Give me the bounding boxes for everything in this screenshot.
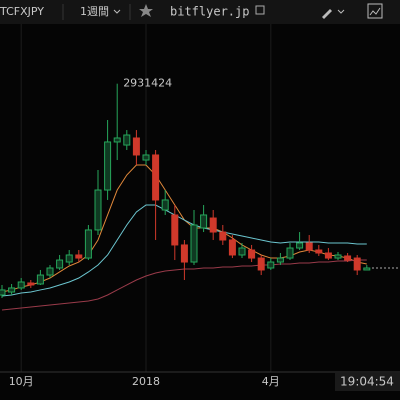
candle-body <box>296 242 304 249</box>
candle-body <box>315 249 323 254</box>
symbol[interactable]: TCFXJPY <box>0 5 44 18</box>
candle-body <box>142 154 150 161</box>
x-tick-label: 2018 <box>132 375 160 388</box>
star-icon[interactable] <box>139 4 153 17</box>
candle-body <box>84 229 92 259</box>
candle-body <box>104 141 112 191</box>
candle-body <box>257 257 265 271</box>
candle-body <box>334 254 342 259</box>
candle-body <box>161 199 169 211</box>
candle-body <box>180 244 188 263</box>
moving-average <box>1 204 367 297</box>
candle-body <box>8 287 16 293</box>
candle-body <box>267 261 275 269</box>
candle-body <box>46 267 54 276</box>
x-tick-label: 4月 <box>262 375 280 388</box>
candle-body <box>209 217 217 233</box>
candle-body <box>152 154 160 201</box>
high-label: 2931424 <box>123 77 172 90</box>
candle-body <box>17 281 25 289</box>
candle-body <box>0 289 6 296</box>
chart-icon[interactable] <box>367 3 383 19</box>
interval[interactable]: 1週間 <box>80 5 109 18</box>
chart-icon-line <box>369 7 381 16</box>
dropdown-icon[interactable] <box>113 9 121 14</box>
candle-body <box>344 255 352 261</box>
candle-body <box>27 282 35 286</box>
source[interactable]: bitflyer.jp <box>170 5 249 19</box>
toolbar <box>0 0 400 24</box>
dropdown-icon[interactable] <box>337 9 345 14</box>
external-icon[interactable] <box>255 5 265 15</box>
candle-body <box>75 254 83 259</box>
countdown: 19:04:54 <box>340 375 394 389</box>
candle-body <box>286 247 294 259</box>
candle-body <box>171 214 179 246</box>
candle-body <box>190 224 198 263</box>
candle-body <box>94 189 102 231</box>
candle-body <box>123 134 131 146</box>
candle-body <box>219 231 227 241</box>
candle-body <box>228 239 236 256</box>
candle-body <box>132 137 140 156</box>
candle-body <box>305 242 313 251</box>
candle-body <box>363 267 371 271</box>
pen-icon[interactable] <box>322 9 332 19</box>
candle-body <box>65 254 73 263</box>
candle-body <box>353 257 361 271</box>
candle-body <box>276 257 284 263</box>
x-tick-label: 10月 <box>9 375 34 388</box>
countdown-box <box>335 373 400 391</box>
candle-body <box>36 274 44 285</box>
candle-body <box>113 137 121 143</box>
candle-body <box>56 259 64 269</box>
candle-body <box>324 252 332 259</box>
candle-body <box>200 214 208 229</box>
candle-body <box>248 249 256 259</box>
candle-body <box>238 247 246 256</box>
